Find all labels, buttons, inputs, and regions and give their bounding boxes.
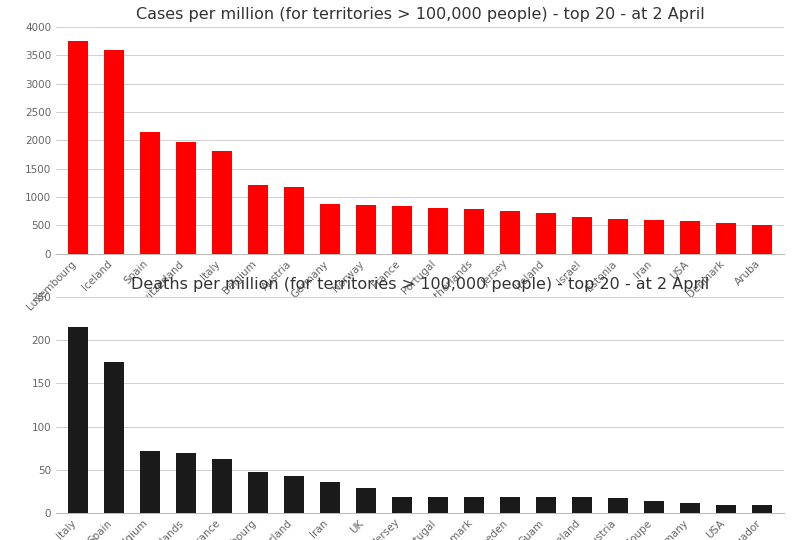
Bar [356,205,376,254]
Bar [717,505,736,513]
Title: Deaths per million (for territories > 100,000 people) - top 20 - at 2 April: Deaths per million (for territories > 10… [131,276,709,292]
Bar [104,50,123,254]
Bar [248,472,268,513]
Bar [753,505,772,513]
Bar [680,221,700,254]
Bar [176,454,196,513]
Bar [717,223,736,254]
Bar [320,482,340,513]
Bar [284,476,304,513]
Bar [68,41,87,254]
Bar [248,185,268,254]
Bar [608,219,628,254]
Bar [464,497,484,513]
Bar [608,498,628,513]
Bar [392,497,412,513]
Bar [500,211,520,254]
Bar [140,132,160,254]
Bar [536,213,556,254]
Bar [212,460,232,513]
Bar [464,209,484,254]
Bar [500,497,520,513]
Bar [572,497,592,513]
Bar [212,151,232,254]
Bar [104,362,123,513]
Title: Cases per million (for territories > 100,000 people) - top 20 - at 2 April: Cases per million (for territories > 100… [136,6,704,22]
Bar [680,503,700,513]
Bar [572,217,592,254]
Bar [140,451,160,513]
Bar [428,497,448,513]
Bar [284,187,304,254]
Bar [428,208,448,254]
Bar [644,220,664,254]
Bar [753,226,772,254]
Bar [536,497,556,513]
Bar [68,327,87,513]
Bar [392,206,412,254]
Bar [356,488,376,513]
Bar [176,142,196,254]
Bar [644,501,664,513]
Bar [320,205,340,254]
